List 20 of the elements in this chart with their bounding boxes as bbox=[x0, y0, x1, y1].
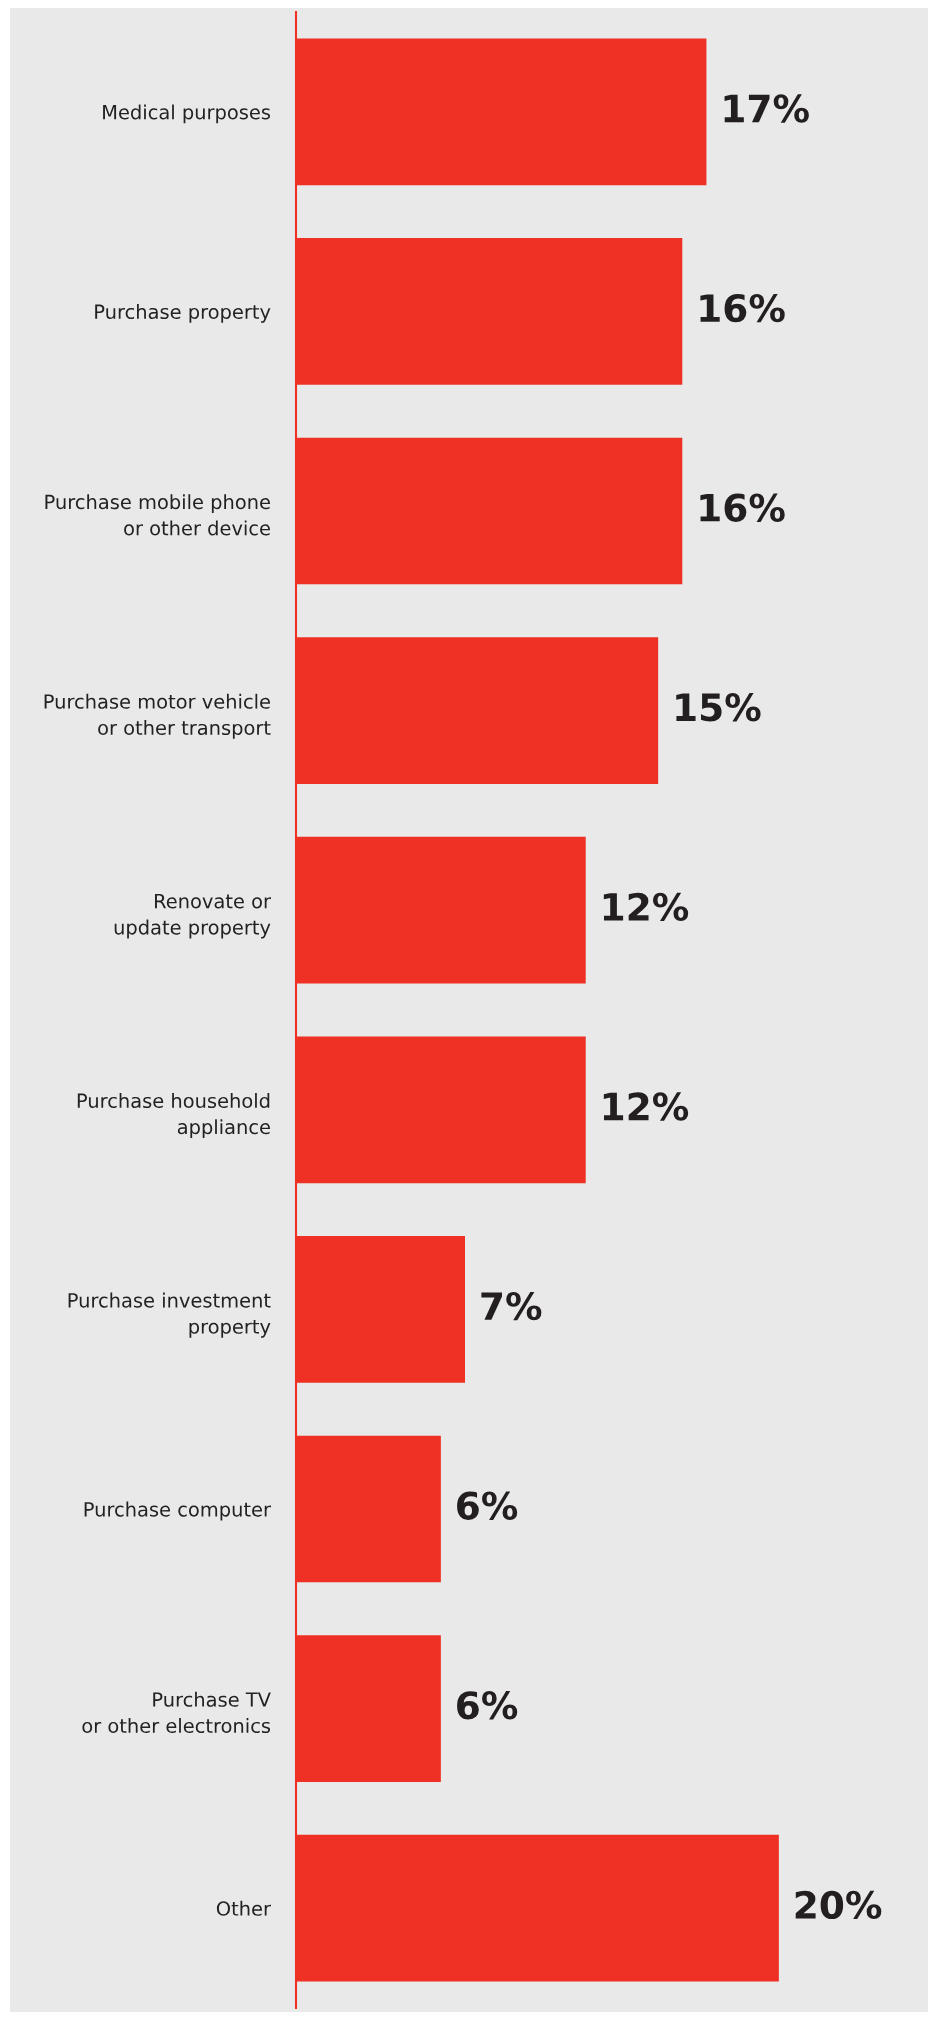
y-tick-label: Renovate or update property bbox=[114, 894, 271, 939]
data-label: 15% bbox=[676, 693, 761, 722]
data-label: 17% bbox=[724, 94, 809, 123]
y-tick-label: Purchase mobile phone or other device bbox=[45, 494, 270, 536]
y-tick-label: Purchase computer bbox=[84, 1501, 271, 1521]
y-tick-label: Purchase household appliance bbox=[77, 1093, 270, 1139]
data-label: 16% bbox=[700, 493, 785, 522]
y-tick-label: Purchase TV or other electronics bbox=[82, 1691, 271, 1734]
y-tick-label: Purchase investment property bbox=[68, 1292, 271, 1338]
data-label: 6% bbox=[457, 1691, 518, 1720]
data-label: 12% bbox=[603, 892, 689, 922]
y-tick-label: Purchase property bbox=[95, 304, 271, 323]
y-tick-label: Purchase motor vehicle or other transport bbox=[44, 693, 271, 739]
y-tick-label: Other bbox=[216, 1900, 271, 1916]
data-label: 6% bbox=[457, 1491, 518, 1520]
y-tick-label: Medical purposes bbox=[103, 104, 271, 124]
data-label: 20% bbox=[795, 1890, 882, 1920]
data-label: 16% bbox=[700, 293, 785, 323]
data-label: 12% bbox=[603, 1092, 689, 1121]
data-label: 7% bbox=[481, 1291, 542, 1321]
